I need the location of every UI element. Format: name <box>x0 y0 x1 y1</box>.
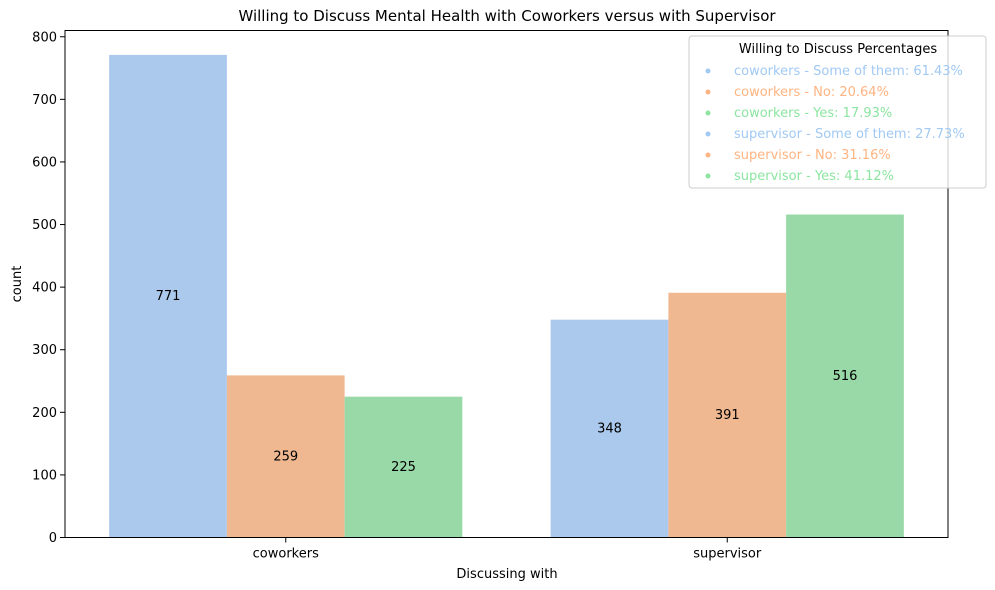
y-tick-label: 800 <box>32 30 57 45</box>
legend-entry: coworkers - Some of them: 61.43% <box>734 64 963 79</box>
chart-title: Willing to Discuss Mental Health with Co… <box>238 7 776 25</box>
bar-labels: 771 348 259 391 225 516 <box>156 289 858 475</box>
y-axis-label: count <box>10 266 25 303</box>
bar-yes-coworkers <box>344 396 463 538</box>
x-tick-label-coworkers: coworkers <box>253 547 319 562</box>
legend-marker-icon <box>705 68 711 74</box>
bar-value-label: 348 <box>597 422 622 437</box>
plot-frame <box>64 30 949 538</box>
y-tick-label: 300 <box>32 343 57 358</box>
legend-marker-icon <box>705 152 711 158</box>
legend-box <box>688 35 987 189</box>
y-axis: 0 100 200 300 400 500 600 700 800 <box>32 30 65 546</box>
x-tick-label-supervisor: supervisor <box>693 547 762 562</box>
bar-value-label: 225 <box>391 460 416 475</box>
x-axis-label: Discussing with <box>456 567 557 582</box>
legend-entry: supervisor - Some of them: 27.73% <box>734 127 965 142</box>
legend-title: Willing to Discuss Percentages <box>739 42 937 57</box>
bar-some-coworkers <box>109 54 227 538</box>
bar-some-supervisor <box>550 319 669 538</box>
legend-marker-icon <box>705 173 711 179</box>
legend-marker-icon <box>705 110 711 116</box>
bar-yes-supervisor <box>786 214 904 538</box>
bars <box>109 54 904 538</box>
legend-marker-icon <box>705 89 711 95</box>
y-tick-label: 700 <box>32 93 57 108</box>
legend-entry: coworkers - Yes: 17.93% <box>734 106 892 121</box>
bar-no-coworkers <box>226 375 345 538</box>
legend-entry: coworkers - No: 20.64% <box>734 85 889 100</box>
legend-entries: coworkers - Some of them: 61.43% coworker… <box>705 64 965 184</box>
legend: Willing to Discuss Percentages coworkers… <box>688 35 987 189</box>
x-axis: coworkers supervisor <box>253 537 762 562</box>
y-tick-label: 400 <box>32 281 57 296</box>
legend-entry: supervisor - No: 31.16% <box>734 148 891 163</box>
bar-value-label: 516 <box>833 369 858 384</box>
bar-value-label: 259 <box>273 449 298 464</box>
y-tick-label: 200 <box>32 406 57 421</box>
y-tick-label: 600 <box>32 155 57 170</box>
bar-value-label: 391 <box>715 408 740 423</box>
bar-value-label: 771 <box>156 289 181 304</box>
bar-no-supervisor <box>668 292 787 538</box>
y-tick-label: 500 <box>32 218 57 233</box>
legend-entry: supervisor - Yes: 41.12% <box>734 169 894 184</box>
y-tick-label: 0 <box>49 531 57 546</box>
legend-marker-icon <box>705 131 711 137</box>
y-tick-label: 100 <box>32 468 57 483</box>
